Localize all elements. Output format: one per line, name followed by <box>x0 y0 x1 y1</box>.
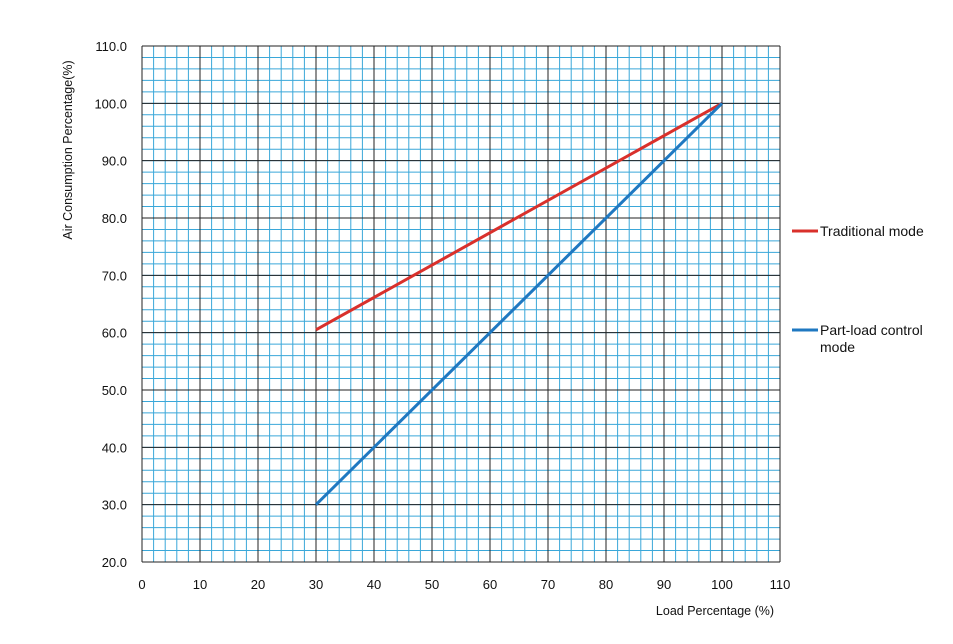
legend-label-part-load-control-mode: Part-load control mode <box>820 322 923 355</box>
y-tick-label: 80.0 <box>102 211 127 226</box>
x-tick-label: 40 <box>367 577 381 592</box>
y-tick-labels: 20.0 30.0 40.0 50.0 60.0 70.0 80.0 90.0 100.0 110… <box>94 39 127 570</box>
x-tick-label: 30 <box>309 577 323 592</box>
series-line-part-load-control-mode <box>314 102 724 506</box>
series-lines <box>314 102 724 506</box>
y-tick-label: 110.0 <box>95 39 127 54</box>
x-tick-label: 90 <box>657 577 671 592</box>
x-tick-label: 50 <box>425 577 439 592</box>
y-tick-label: 30.0 <box>102 498 127 513</box>
legend-label-line: mode <box>820 339 855 355</box>
x-tick-label: 20 <box>251 577 265 592</box>
y-tick-label: 70.0 <box>102 268 127 283</box>
x-tick-label: 110 <box>770 577 791 592</box>
y-tick-label: 20.0 <box>102 555 127 570</box>
x-axis-title: Load Percentage (%) <box>656 604 774 618</box>
y-tick-label: 100.0 <box>94 96 127 111</box>
legend-label-traditional-mode: Traditional mode <box>820 223 924 239</box>
x-tick-label: 0 <box>138 577 145 592</box>
x-tick-label: 80 <box>599 577 613 592</box>
legend-label-line: Part-load control <box>820 322 923 338</box>
minor-grid <box>141 45 781 563</box>
x-tick-label: 100 <box>711 577 733 592</box>
y-tick-label: 40.0 <box>102 440 127 455</box>
x-tick-label: 70 <box>541 577 555 592</box>
x-tick-label: 60 <box>483 577 497 592</box>
y-axis-title: Air Consumption Percentage(%) <box>61 60 75 239</box>
x-tick-label: 10 <box>193 577 207 592</box>
y-tick-label: 90.0 <box>102 154 127 169</box>
y-tick-label: 60.0 <box>102 326 127 341</box>
legend: Traditional mode Part-load control mode <box>792 223 924 355</box>
x-tick-labels: 0 10 20 30 40 50 60 70 80 90 100 110 <box>138 577 790 592</box>
series-line-traditional-mode <box>315 102 723 332</box>
y-tick-label: 50.0 <box>102 383 127 398</box>
major-grid <box>141 45 781 563</box>
